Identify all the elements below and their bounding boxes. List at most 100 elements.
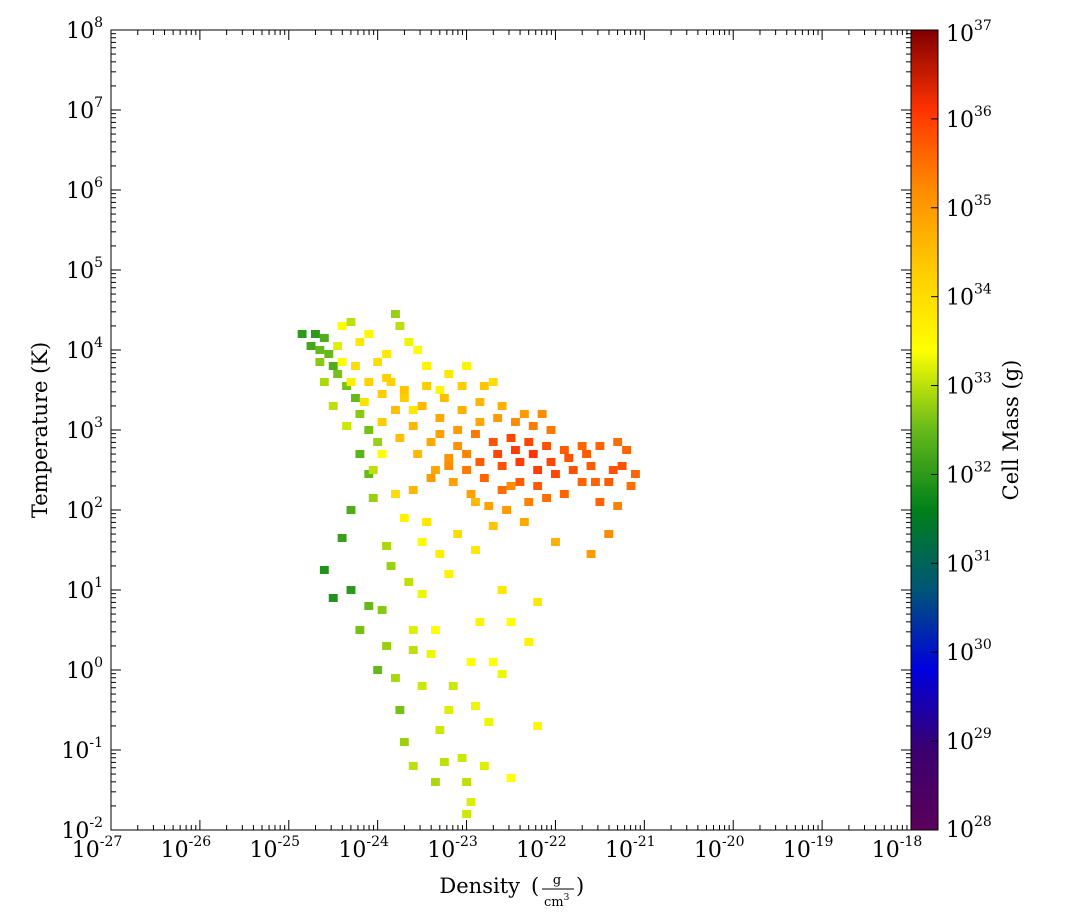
heatmap-cell xyxy=(537,410,547,418)
heatmap-cell xyxy=(417,590,427,598)
y-tick-label: 103 xyxy=(66,415,103,444)
heatmap-cell xyxy=(462,450,471,458)
heatmap-cell xyxy=(328,594,338,602)
heatmap-cell xyxy=(426,474,436,482)
heatmap-cell xyxy=(497,402,507,410)
x-tick-label: 10-26 xyxy=(161,834,212,863)
heatmap-cell xyxy=(368,494,378,502)
heatmap-cell xyxy=(386,562,396,570)
heatmap-cell xyxy=(586,462,596,470)
colorbar-tick-label-exp: 31 xyxy=(974,548,992,564)
heatmap-cell xyxy=(466,658,476,666)
y-tick-label-base: 10 xyxy=(66,499,94,524)
heatmap-cell xyxy=(533,466,543,474)
heatmap-cell xyxy=(542,494,551,502)
heatmap-cell xyxy=(355,410,365,418)
heatmap-cell xyxy=(604,530,614,538)
heatmap-cell xyxy=(533,722,543,730)
heatmap-cell xyxy=(506,618,516,626)
heatmap-cell xyxy=(475,618,485,626)
y-tick-label-base: 10 xyxy=(66,659,94,684)
heatmap-cell xyxy=(546,458,556,466)
heatmap-cell xyxy=(337,534,347,542)
heatmap-cell xyxy=(417,538,427,546)
x-axis-unit-rparen: ) xyxy=(576,874,584,898)
colorbar-label: Cell Mass (g) xyxy=(999,360,1023,501)
heatmap-cell xyxy=(364,330,374,338)
heatmap-cell xyxy=(346,586,356,594)
y-tick-label-exp: 7 xyxy=(94,95,103,111)
x-tick-label-exp: -26 xyxy=(189,834,212,850)
heatmap-cell xyxy=(551,538,560,546)
heatmap-cell xyxy=(471,702,480,710)
heatmap-cell xyxy=(435,550,445,558)
heatmap-cell xyxy=(342,382,351,390)
colorbar-tick-label-exp: 30 xyxy=(974,637,992,653)
colorbar-tick-label: 1036 xyxy=(946,104,992,133)
heatmap-cell xyxy=(315,346,325,354)
colorbar-tick-label: 1029 xyxy=(946,726,992,755)
heatmap-cell xyxy=(426,650,436,658)
heatmap-cell xyxy=(493,414,503,422)
x-tick-label-base: 10 xyxy=(516,838,544,863)
heatmap-cell xyxy=(435,386,445,394)
heatmap-cell xyxy=(408,406,418,414)
heatmap-cell xyxy=(386,378,396,386)
y-tick-label-exp: 2 xyxy=(94,495,103,511)
heatmap-cell xyxy=(488,658,498,666)
heatmap-cell xyxy=(524,498,534,506)
heatmap-cell xyxy=(382,350,391,358)
heatmap-cell xyxy=(359,398,369,406)
heatmap-cell xyxy=(444,462,454,470)
colorbar-tick-label-exp: 34 xyxy=(974,282,992,298)
heatmap-cell xyxy=(457,382,467,390)
y-tick-label: 101 xyxy=(66,575,103,604)
heatmap-cell xyxy=(595,498,605,506)
y-tick-label: 108 xyxy=(66,15,103,44)
heatmap-cell xyxy=(488,438,498,446)
heatmap-cell xyxy=(479,474,489,482)
heatmap-cell xyxy=(422,518,431,526)
heatmap-cell xyxy=(373,666,383,674)
y-tick-label-base: 10 xyxy=(66,339,94,364)
heatmap-cell xyxy=(408,486,418,494)
heatmap-cell xyxy=(613,438,623,446)
y-tick-label-exp: -1 xyxy=(89,735,103,751)
y-tick-label-exp: 3 xyxy=(94,415,103,431)
heatmap-cell xyxy=(631,470,640,478)
heatmap-cell xyxy=(399,514,409,522)
colorbar-tick-label: 1033 xyxy=(946,371,992,400)
heatmap-cell xyxy=(519,518,529,526)
x-tick-label: 10-21 xyxy=(605,834,656,863)
heatmap-cell xyxy=(377,390,387,398)
heatmap-cell xyxy=(568,466,578,474)
heatmap-cell xyxy=(528,450,538,458)
heatmap-cell xyxy=(506,774,516,782)
x-tick-label-base: 10 xyxy=(72,838,100,863)
y-tick-label-base: 10 xyxy=(66,579,94,604)
heatmap-cell xyxy=(519,410,529,418)
heatmap-cell xyxy=(484,718,494,726)
heatmap-cell xyxy=(582,450,591,458)
x-tick-label-exp: -25 xyxy=(278,834,301,850)
colorbar xyxy=(910,29,939,831)
heatmap-cell xyxy=(431,778,440,786)
heatmap-cell xyxy=(395,434,405,442)
heatmap-cell xyxy=(448,682,458,690)
heatmap-cell xyxy=(533,482,543,490)
heatmap-cell xyxy=(506,434,516,442)
heatmap-cell xyxy=(333,370,343,378)
heatmap-cell xyxy=(364,378,374,386)
heatmap-cell xyxy=(475,458,485,466)
heatmap-cell xyxy=(471,498,480,506)
heatmap-cell xyxy=(515,478,525,486)
heatmap-cell xyxy=(408,646,418,654)
y-tick-label: 100 xyxy=(66,655,103,684)
heatmap-cell xyxy=(426,438,436,446)
x-axis-unit-denominator-base: cm xyxy=(544,895,564,910)
heatmap-cell xyxy=(626,482,636,490)
heatmap-cell xyxy=(444,370,454,378)
y-tick-label-exp: 6 xyxy=(94,175,103,191)
x-tick-label-base: 10 xyxy=(783,838,811,863)
